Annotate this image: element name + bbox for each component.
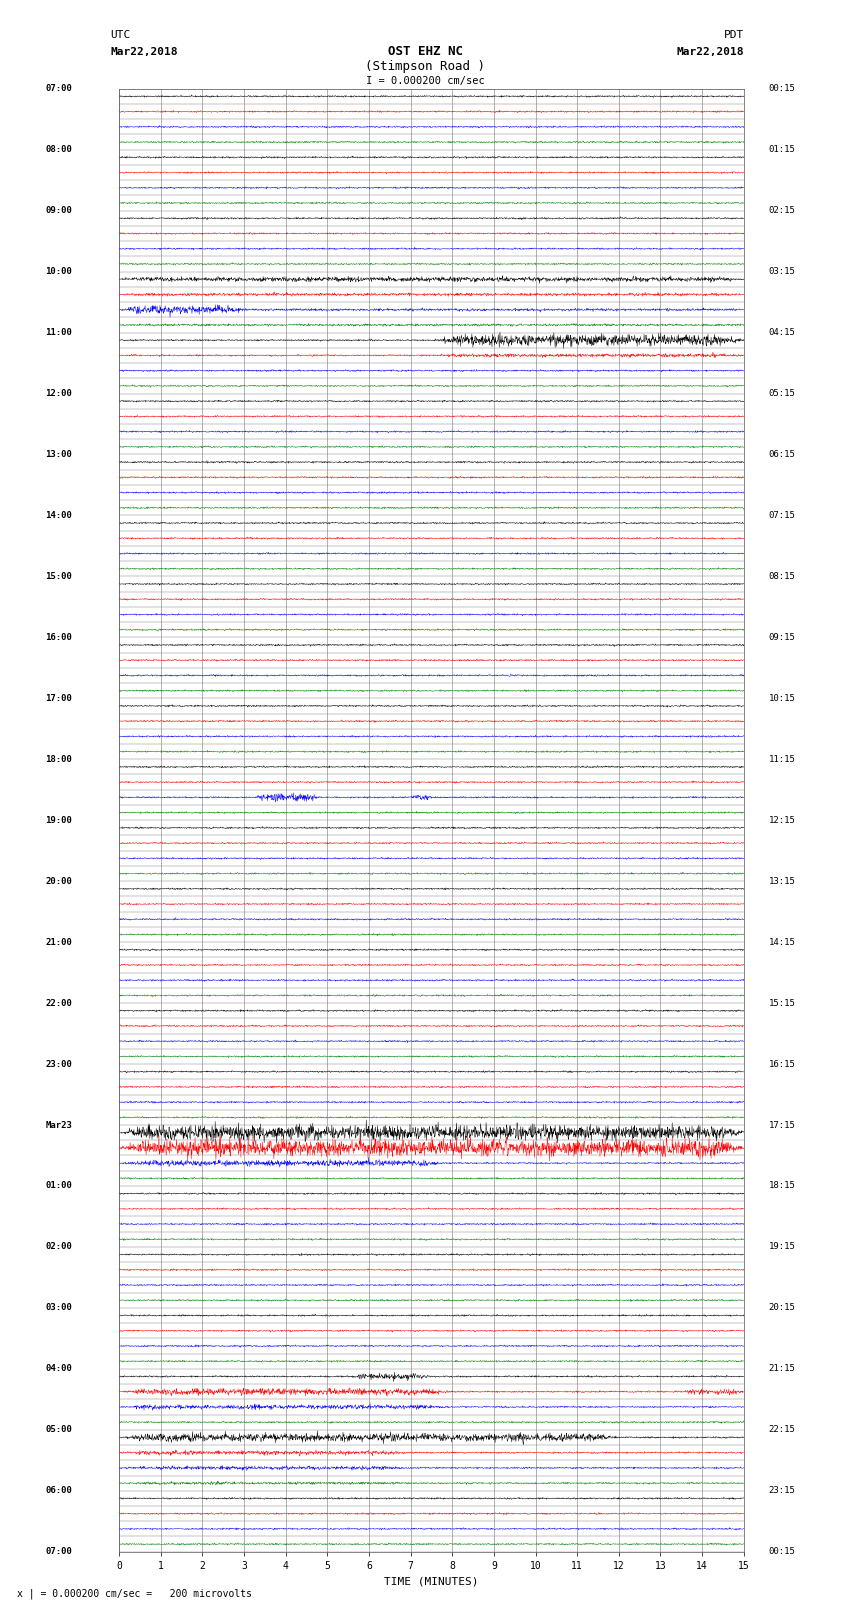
Text: 01:00: 01:00 [45,1181,72,1190]
Text: UTC: UTC [110,31,131,40]
Text: 04:00: 04:00 [45,1365,72,1373]
Text: 08:15: 08:15 [768,573,796,581]
Text: 12:00: 12:00 [45,389,72,398]
Text: 07:00: 07:00 [45,1547,72,1557]
Text: 01:15: 01:15 [768,145,796,155]
Text: 04:15: 04:15 [768,327,796,337]
Text: 19:15: 19:15 [768,1242,796,1252]
Text: (Stimpson Road ): (Stimpson Road ) [365,60,485,73]
Text: 06:15: 06:15 [768,450,796,460]
Text: 03:00: 03:00 [45,1303,72,1313]
Text: 13:15: 13:15 [768,877,796,886]
Text: 00:15: 00:15 [768,84,796,94]
Text: 22:00: 22:00 [45,998,72,1008]
Text: 21:00: 21:00 [45,937,72,947]
Text: 09:00: 09:00 [45,206,72,215]
Text: 14:15: 14:15 [768,937,796,947]
Text: OST EHZ NC: OST EHZ NC [388,45,462,58]
Text: 00:15: 00:15 [768,1547,796,1557]
Text: 07:00: 07:00 [45,84,72,94]
Text: 13:00: 13:00 [45,450,72,460]
Text: x | = 0.000200 cm/sec =   200 microvolts: x | = 0.000200 cm/sec = 200 microvolts [17,1589,252,1598]
Text: 15:00: 15:00 [45,573,72,581]
Text: 21:15: 21:15 [768,1365,796,1373]
Text: 06:00: 06:00 [45,1486,72,1495]
Text: 20:15: 20:15 [768,1303,796,1313]
Text: 02:15: 02:15 [768,206,796,215]
Text: PDT: PDT [723,31,744,40]
Text: 22:15: 22:15 [768,1426,796,1434]
Text: 20:00: 20:00 [45,877,72,886]
Text: 18:00: 18:00 [45,755,72,763]
Text: 08:00: 08:00 [45,145,72,155]
Text: 18:15: 18:15 [768,1181,796,1190]
Text: 05:15: 05:15 [768,389,796,398]
Text: 05:00: 05:00 [45,1426,72,1434]
Text: 10:00: 10:00 [45,268,72,276]
Text: 12:15: 12:15 [768,816,796,824]
Text: 16:00: 16:00 [45,632,72,642]
Text: 11:00: 11:00 [45,327,72,337]
Text: 03:15: 03:15 [768,268,796,276]
Text: 16:15: 16:15 [768,1060,796,1068]
Text: 11:15: 11:15 [768,755,796,763]
X-axis label: TIME (MINUTES): TIME (MINUTES) [384,1576,479,1586]
Text: 23:15: 23:15 [768,1486,796,1495]
Text: Mar23: Mar23 [45,1121,72,1129]
Text: 23:00: 23:00 [45,1060,72,1068]
Text: 17:00: 17:00 [45,694,72,703]
Text: 09:15: 09:15 [768,632,796,642]
Text: 19:00: 19:00 [45,816,72,824]
Text: Mar22,2018: Mar22,2018 [677,47,744,56]
Text: 15:15: 15:15 [768,998,796,1008]
Text: 10:15: 10:15 [768,694,796,703]
Text: 14:00: 14:00 [45,511,72,519]
Text: 07:15: 07:15 [768,511,796,519]
Text: 17:15: 17:15 [768,1121,796,1129]
Text: 02:00: 02:00 [45,1242,72,1252]
Text: Mar22,2018: Mar22,2018 [110,47,178,56]
Text: I = 0.000200 cm/sec: I = 0.000200 cm/sec [366,76,484,85]
